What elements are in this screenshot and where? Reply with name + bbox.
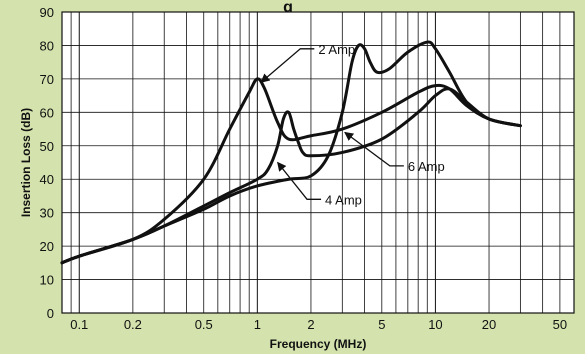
annotation-arrow-6-amp	[344, 131, 404, 167]
series-line-4-amp	[60, 87, 522, 265]
chart-title: g	[283, 0, 293, 16]
y-tick-label: 90	[40, 5, 54, 20]
x-tick-label: 10	[428, 317, 442, 332]
annotation-arrow-2-amp	[260, 48, 315, 83]
grid-lines	[62, 11, 574, 314]
y-tick-label: 20	[40, 239, 54, 254]
x-tick-label: 2	[307, 317, 314, 332]
x-axis-title: Frequency (MHz)	[270, 337, 367, 351]
x-tick-label: 1	[254, 317, 261, 332]
x-tick-label: 50	[553, 317, 567, 332]
y-tick-label: 10	[40, 273, 54, 288]
y-tick-label: 50	[40, 139, 54, 154]
series-line-6-amp	[60, 40, 522, 265]
y-tick-label: 70	[40, 72, 54, 87]
y-tick-label: 80	[40, 38, 54, 53]
x-tick-label: 0.1	[70, 317, 88, 332]
plot-area	[62, 12, 574, 313]
annotation-label-4-amp: 4 Amp	[325, 192, 362, 207]
x-tick-label: 5	[378, 317, 385, 332]
tick-labels: 0.1 0.2 0.5 1 2 5 10 20 50 0 10 20 30 40 50 60 70 80 90	[40, 5, 568, 332]
y-tick-label: 30	[40, 206, 54, 221]
x-tick-label: 0.5	[195, 317, 213, 332]
annotations: 2 Amp 4 Amp 6 Amp	[260, 42, 445, 207]
x-tick-label: 0.2	[124, 317, 142, 332]
annotation-arrow-4-amp	[277, 161, 322, 200]
annotation-label-6-amp: 6 Amp	[408, 159, 445, 174]
annotation-label-2-amp: 2 Amp	[318, 42, 355, 57]
plot-frame	[61, 11, 575, 314]
y-axis-title: Insertion Loss (dB)	[19, 108, 33, 217]
y-tick-label: 60	[40, 105, 54, 120]
data-series	[60, 40, 522, 265]
y-tick-label: 40	[40, 172, 54, 187]
y-tick-label: 0	[47, 306, 54, 321]
x-tick-label: 20	[482, 317, 496, 332]
